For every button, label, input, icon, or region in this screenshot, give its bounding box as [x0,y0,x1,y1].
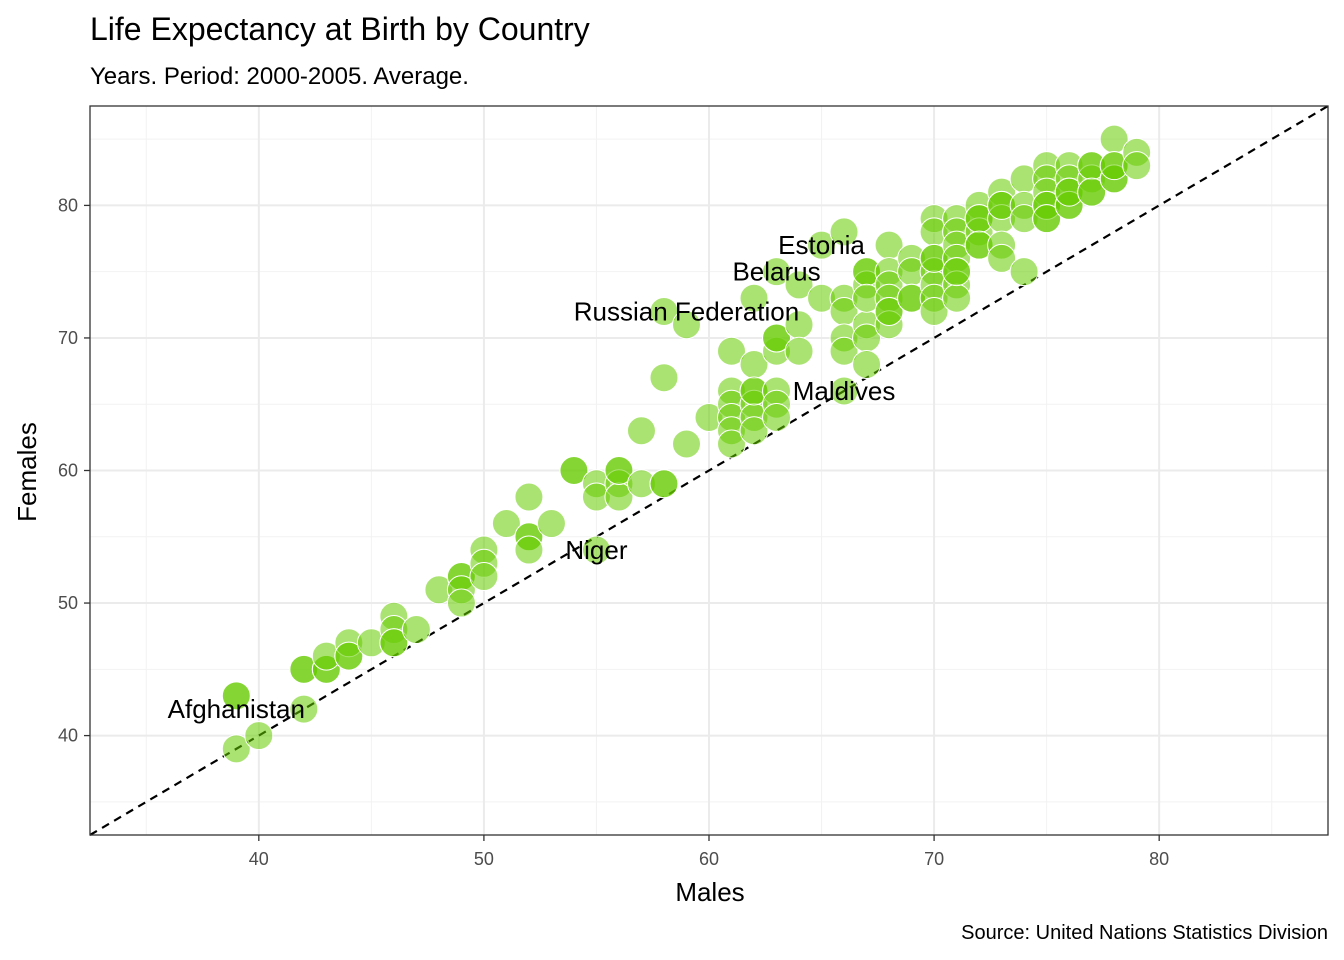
data-point [874,296,904,326]
data-point [829,217,859,247]
data-point [762,257,792,287]
data-point [1077,177,1107,207]
data-point [942,283,972,313]
x-tick-label: 70 [924,849,944,869]
data-point [807,230,837,260]
data-point [626,416,656,446]
data-point [671,429,701,459]
data-point [536,509,566,539]
y-tick-label: 50 [58,593,78,613]
point-label: Estonia [778,230,865,260]
data-point [739,416,769,446]
data-point [379,628,409,658]
data-point [244,721,274,751]
y-tick-label: 80 [58,195,78,215]
data-point [649,363,679,393]
data-point [649,469,679,499]
point-label: Niger [565,535,627,565]
data-point [1032,204,1062,234]
chart-subtitle: Years. Period: 2000-2005. Average. [90,63,469,90]
x-tick-label: 50 [474,849,494,869]
point-label: Russian Federation [574,296,799,326]
data-point [581,535,611,565]
data-point [852,349,882,379]
point-label: Belarus [732,257,820,287]
data-point [514,482,544,512]
data-point [469,562,499,592]
data-point [221,681,251,711]
data-point [717,336,747,366]
x-tick-label: 40 [249,849,269,869]
y-tick-label: 70 [58,328,78,348]
data-point [491,509,521,539]
data-point [604,456,634,485]
data-point [829,336,859,366]
data-point [559,456,589,485]
data-point [784,336,814,366]
y-tick-label: 60 [58,461,78,481]
data-point [649,296,679,326]
data-point [739,283,769,313]
data-point [1122,151,1152,181]
data-point [762,402,792,432]
data-point [446,588,476,618]
x-axis-ticks: 40 50 60 70 80 [249,835,1169,869]
data-point [942,257,972,287]
x-tick-label: 80 [1149,849,1169,869]
y-axis-title: Females [12,422,42,522]
point-label: Afghanistan [168,694,305,724]
x-tick-label: 60 [699,849,719,869]
data-points [221,124,1152,764]
data-point [671,310,701,340]
point-label: Maldives [793,376,896,406]
data-point [221,734,251,764]
data-point [829,376,859,406]
data-point [784,270,814,300]
point-labels: Afghanistan Niger Maldives Russian Federati… [168,230,896,724]
y-tick-label: 40 [58,726,78,746]
data-point [919,296,949,326]
data-point [987,243,1017,273]
data-point [762,323,792,353]
data-point [1009,257,1039,287]
x-axis-title: Males [675,877,744,907]
data-point [289,694,319,724]
y-axis-ticks: 40 50 60 70 80 [58,195,90,746]
chart-title: Life Expectancy at Birth by Country [90,11,590,47]
data-point [334,641,364,671]
data-point [401,615,431,645]
data-point [717,429,747,459]
chart-caption: Source: United Nations Statistics Divisi… [961,922,1328,944]
data-point [514,535,544,565]
